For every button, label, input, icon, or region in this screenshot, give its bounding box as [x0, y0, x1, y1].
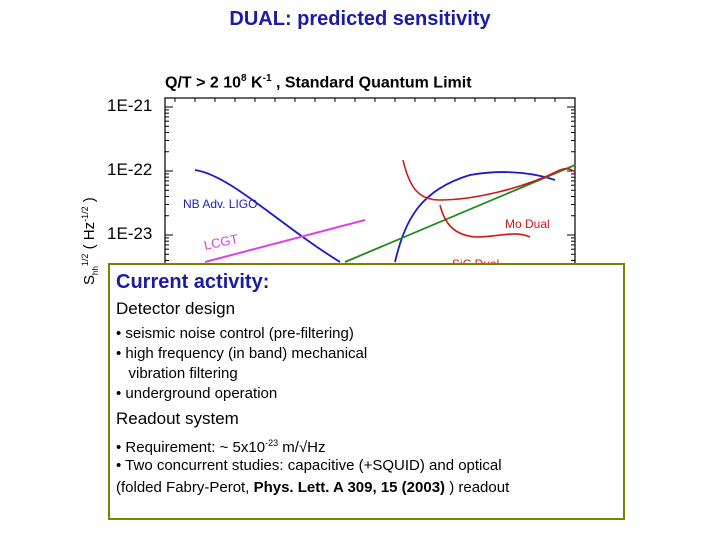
series-line-sql: [344, 164, 576, 263]
section-readout-system: Readout system: [116, 409, 239, 428]
reference-citation: Phys. Lett. A 309, 15 (2003): [253, 479, 446, 496]
series-line-nb-adv-ligo-left: [194, 169, 341, 263]
subtitle-text-1: Q/T > 2 10: [165, 74, 242, 92]
chart-subtitle: Q/T > 2 108 K-1 , Standard Quantum Limit: [165, 73, 472, 92]
reference-suffix: ) readout: [445, 479, 510, 496]
bullet-item: • underground operation: [116, 385, 278, 402]
series-line-nb-adv-ligo-right: [394, 171, 556, 263]
series-label-lcgt: LCGT: [203, 231, 240, 253]
section-detector-design: Detector design: [116, 299, 236, 318]
subtitle-exp-2: -1: [262, 73, 272, 84]
series-line-mo-dual-2: [439, 204, 531, 238]
panel-heading: Current activity:: [116, 271, 270, 293]
y-tick-label: 1E-21: [107, 96, 153, 115]
reference-line: (folded Fabry-Perot, Phys. Lett. A 309, …: [116, 479, 509, 496]
series-label-mo-dual: Mo Dual: [505, 217, 550, 231]
series-line-mo-dual: [402, 159, 576, 201]
slide-title: DUAL: predicted sensitivity: [229, 8, 491, 30]
reference-prefix: (folded Fabry-Perot,: [116, 479, 254, 496]
y-tick-label: 1E-23: [107, 224, 153, 243]
y-tick-label: 1E-22: [107, 160, 153, 179]
axis-ticks: [165, 98, 575, 300]
current-activity-panel: Current activity: Detector design • seis…: [108, 263, 625, 520]
bullet-studies: • Two concurrent studies: capacitive (+S…: [116, 457, 502, 474]
bullet-item: • high frequency (in band) mechanical: [116, 345, 368, 362]
requirement-exponent: -23: [265, 438, 279, 448]
series-label-nb-adv-ligo: NB Adv. LIGO: [183, 197, 257, 211]
bullet-item: vibration filtering: [116, 365, 238, 382]
subtitle-text-3: , Standard Quantum Limit: [271, 74, 472, 92]
subtitle-exp-1: 8: [241, 73, 247, 84]
requirement-text: • Requirement: ~ 5x10: [116, 439, 266, 456]
requirement-unit: m/√Hz: [278, 439, 326, 456]
subtitle-text-2: K: [246, 74, 263, 92]
bullet-item: • seismic noise control (pre-filtering): [116, 325, 354, 342]
bullet-requirement: • Requirement: ~ 5x10-23 m/√Hz: [116, 435, 326, 456]
series-line-lcgt: [204, 219, 366, 263]
